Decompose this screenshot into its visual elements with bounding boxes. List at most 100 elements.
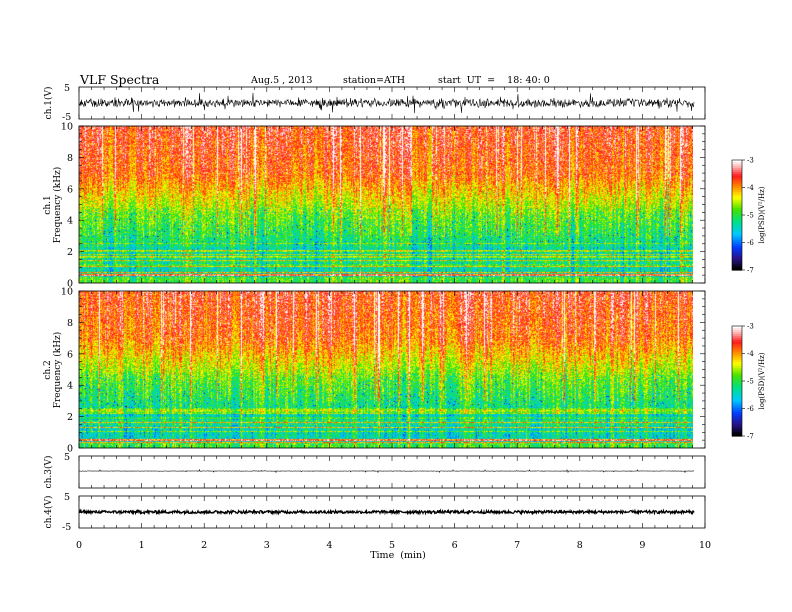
colorbar-swatch — [732, 252, 742, 255]
colorbar-swatch — [732, 198, 742, 201]
colorbar-swatch — [732, 368, 742, 371]
freq-tick-label: 4 — [67, 216, 73, 227]
colorbar-swatch — [732, 414, 742, 417]
ch1-waveform-ylabel: ch.1(V) — [43, 87, 54, 120]
colorbar-swatch — [732, 202, 742, 205]
colorbar-swatch — [732, 426, 742, 429]
freq-tick-label: 0 — [67, 444, 73, 455]
colorbar-swatch — [732, 250, 742, 253]
colorbar-swatch — [732, 212, 742, 215]
colorbar-swatch — [732, 268, 742, 271]
colorbar-swatch — [732, 408, 742, 411]
colorbar-swatch — [732, 178, 742, 181]
colorbar-swatch — [732, 360, 742, 363]
colorbar-swatch — [732, 380, 742, 383]
ch1-spectrogram-image — [79, 126, 693, 283]
colorbar-swatch — [732, 260, 742, 263]
colorbar-swatch — [732, 326, 742, 329]
figure-title: VLF Spectra — [79, 72, 160, 87]
header-start-time: start UT = 18: 40: 0 — [438, 75, 550, 86]
freq-tick-label: 2 — [67, 247, 73, 258]
ch2-colorbar: -7 -6 -5 -4 -3 log(PSD)(V²/Hz) — [731, 323, 766, 441]
colorbar-swatch — [732, 200, 742, 203]
ch1-waveform-panel: 5 -5 ch.1(V) — [43, 83, 706, 123]
colorbar-swatch — [732, 348, 742, 351]
waveform-line — [78, 508, 695, 516]
colorbar-swatch — [732, 234, 742, 237]
colorbar-swatch — [732, 370, 742, 373]
colorbar-swatch — [732, 396, 742, 399]
colorbar-label: log(PSD)(V²/Hz) — [758, 352, 766, 409]
colorbar-swatch — [732, 342, 742, 345]
colorbar-tick-label: -6 — [747, 239, 754, 247]
time-axis-labels: 0 1 2 3 4 5 6 7 8 9 10 — [76, 540, 711, 551]
colorbar-swatch — [732, 228, 742, 231]
colorbar-swatch — [732, 168, 742, 171]
colorbar-swatch — [732, 242, 742, 245]
colorbar-swatch — [732, 180, 742, 183]
colorbar-swatch — [732, 366, 742, 369]
colorbar-swatch — [732, 346, 742, 349]
colorbar-swatch — [732, 398, 742, 401]
colorbar-swatch — [732, 232, 742, 235]
colorbar-swatch — [732, 254, 742, 257]
colorbar-swatch — [732, 266, 742, 269]
colorbar-swatch — [732, 424, 742, 427]
colorbar-swatch — [732, 356, 742, 359]
freq-tick-label: 8 — [67, 153, 73, 164]
colorbar-swatch — [732, 392, 742, 395]
ch1-ytick-bottom: -5 — [62, 112, 71, 123]
colorbar-swatch — [732, 220, 742, 223]
colorbar-swatch — [732, 434, 742, 437]
colorbar-tick-label: -6 — [747, 405, 754, 413]
time-tick-label: 6 — [452, 540, 458, 551]
colorbar-swatch — [732, 420, 742, 423]
colorbar-swatch — [732, 402, 742, 405]
colorbar-swatch — [732, 258, 742, 261]
freq-tick-label: 2 — [67, 412, 73, 423]
time-tick-label: 7 — [514, 540, 520, 551]
ch4-waveform-panel: 5 -5 ch.4(V) — [43, 492, 706, 533]
colorbar-swatch — [732, 340, 742, 343]
time-tick-label: 10 — [699, 540, 711, 551]
colorbar-swatch — [732, 222, 742, 225]
time-tick-label: 4 — [326, 540, 332, 551]
colorbar-swatch — [732, 188, 742, 191]
colorbar-swatch — [732, 238, 742, 241]
colorbar-swatch — [732, 166, 742, 169]
ch2-channel-label: ch.2 — [43, 360, 53, 379]
waveform-line — [78, 468, 695, 474]
ch2-frequency-ylabel: Frequency (kHz) — [52, 332, 63, 409]
waveform-line — [78, 92, 695, 114]
time-tick-label: 3 — [264, 540, 270, 551]
colorbar-tick-label: -4 — [747, 350, 754, 358]
colorbar-swatch — [732, 430, 742, 433]
time-axis-ticks — [78, 87, 706, 528]
colorbar-tick-label: -3 — [747, 323, 754, 331]
colorbar-swatch — [732, 162, 742, 165]
colorbar-swatch — [732, 376, 742, 379]
ch1-frequency-ylabel: Frequency (kHz) — [52, 167, 63, 244]
colorbar-swatch — [732, 244, 742, 247]
time-tick-label: 0 — [76, 540, 82, 551]
colorbar-swatch — [732, 160, 742, 163]
time-tick-label: 2 — [201, 540, 207, 551]
colorbar-swatch — [732, 332, 742, 335]
colorbar-swatch — [732, 218, 742, 221]
colorbar-swatch — [732, 350, 742, 353]
colorbar-swatch — [732, 248, 742, 251]
ch2-spectrogram-panel: 0 2 4 6 8 10 ch.2 Frequency (kHz) -7 -6 -5 -4 -3 l… — [43, 287, 766, 455]
ch3-ytick-top: 5 — [64, 452, 70, 463]
freq-tick-label: 4 — [67, 381, 73, 392]
colorbar-tick-label: -5 — [747, 212, 754, 220]
time-tick-label: 8 — [577, 540, 583, 551]
colorbar-swatch — [732, 182, 742, 185]
colorbar-swatch — [732, 400, 742, 403]
colorbar-swatch — [732, 186, 742, 189]
colorbar-swatch — [732, 196, 742, 199]
colorbar-swatch — [732, 390, 742, 393]
colorbar-swatch — [732, 172, 742, 175]
colorbar-swatch — [732, 236, 742, 239]
colorbar-swatch — [732, 428, 742, 431]
colorbar-swatch — [732, 374, 742, 377]
